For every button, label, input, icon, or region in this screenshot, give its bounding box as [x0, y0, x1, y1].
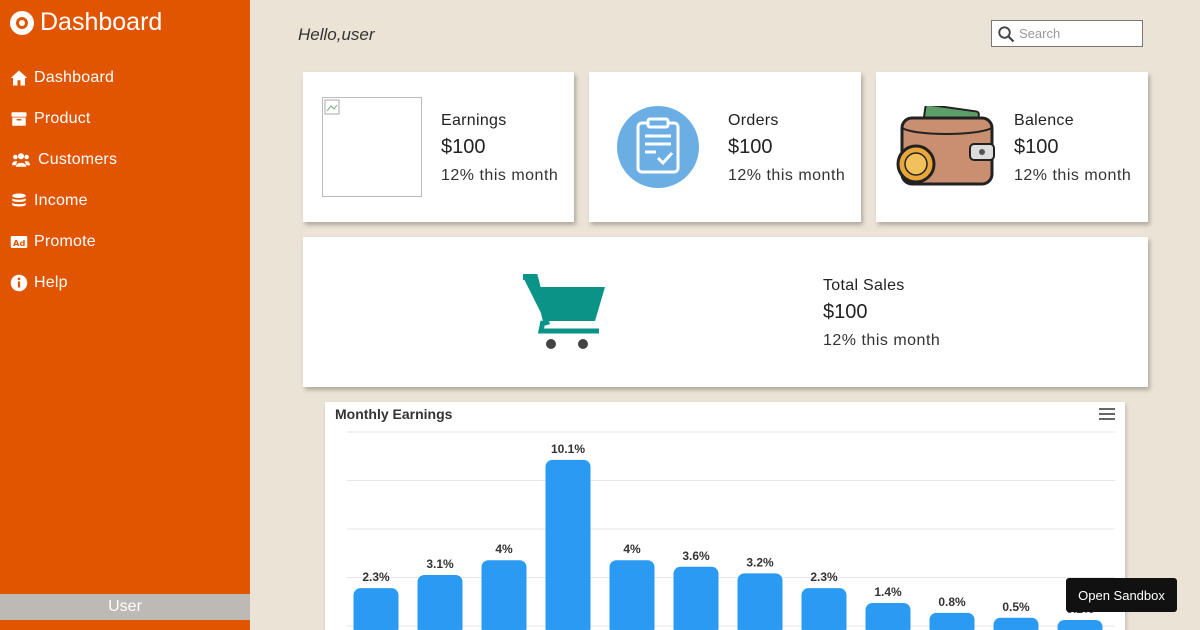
box-icon: [11, 111, 27, 126]
card-label: Earnings: [441, 112, 507, 129]
sidebar-item-customers[interactable]: Customers: [10, 139, 117, 180]
chart-title: Monthly Earnings: [335, 406, 453, 422]
sidebar-nav: Dashboard Product Customers Income Ad Pr…: [10, 57, 117, 303]
data-label: 10.1%: [551, 442, 585, 456]
user-bar[interactable]: User: [0, 594, 250, 620]
chart-bar[interactable]: [865, 602, 911, 630]
monthly-earnings-chart: 2.3% 3.1% 4% 10.1% 4% 3.6% 3.2% 2.3% 1.4% 0.8% 0.5…: [325, 402, 1125, 630]
sidebar-item-promote[interactable]: Ad Promote: [10, 221, 117, 262]
search-box[interactable]: [991, 20, 1143, 47]
card-sub: 12% this month: [728, 167, 846, 184]
card-info: Earnings $100 12% this month: [441, 112, 558, 185]
card-value: $100: [441, 136, 486, 158]
chart-bar[interactable]: [417, 575, 463, 630]
card-info: Orders $100 12% this month: [728, 112, 845, 185]
sidebar-item-label: Promote: [34, 232, 96, 250]
open-sandbox-button[interactable]: Open Sandbox: [1066, 578, 1177, 612]
sidebar-item-product[interactable]: Product: [10, 98, 117, 139]
cart-icon: [523, 274, 605, 349]
data-label: 0.5%: [1002, 600, 1030, 614]
card-sub: 12% this month: [1014, 167, 1132, 184]
data-label: 0.8%: [938, 595, 966, 609]
search-input[interactable]: [1019, 26, 1139, 41]
card-sub: 12% this month: [441, 167, 559, 184]
data-label: 3.2%: [746, 555, 774, 569]
chart-bar[interactable]: [353, 588, 399, 630]
chart-bar[interactable]: [673, 566, 719, 630]
chart-bar[interactable]: [929, 612, 975, 630]
card-label: Orders: [728, 112, 779, 129]
chart-bar[interactable]: [481, 560, 527, 630]
chart-plot: 2.3% 3.1% 4% 10.1% 4% 3.6% 3.2% 2.3% 1.4% 0.8% 0.5…: [347, 431, 1115, 630]
chart-bar[interactable]: [993, 617, 1039, 630]
card-info: Balence $100 12% this month: [1014, 112, 1131, 185]
orders-card: Orders $100 12% this month: [589, 72, 861, 222]
broken-image-icon: [322, 97, 422, 197]
sidebar-item-label: Help: [34, 273, 68, 291]
chart-bar[interactable]: [801, 588, 847, 630]
data-label: 1.4%: [874, 585, 902, 599]
card-sub: 12% this month: [823, 332, 941, 349]
data-label: 3.1%: [426, 557, 454, 571]
greeting: Hello,user: [298, 25, 375, 44]
balance-card: Balence $100 12% this month: [876, 72, 1148, 222]
data-label: 4%: [623, 542, 641, 556]
home-icon: [10, 70, 28, 85]
search-icon: [998, 25, 1015, 42]
total-sales-card: Total Sales $100 12% this month: [303, 237, 1148, 387]
earnings-card: Earnings $100 12% this month: [303, 72, 574, 222]
data-label: 2.3%: [810, 570, 838, 584]
chart-bar[interactable]: [1057, 620, 1103, 630]
chart-bar[interactable]: [737, 573, 783, 630]
card-value: $100: [728, 136, 773, 158]
info-icon: [10, 274, 28, 291]
sidebar-item-label: Dashboard: [34, 68, 115, 86]
card-label: Balence: [1014, 112, 1074, 129]
card-value: $100: [1014, 136, 1059, 158]
sidebar-item-dashboard[interactable]: Dashboard: [10, 57, 117, 98]
card-label: Total Sales: [823, 277, 905, 294]
coins-icon: [12, 193, 26, 206]
card-value: $100: [823, 301, 868, 323]
sidebar-item-help[interactable]: Help: [10, 262, 117, 303]
chart-menu-icon[interactable]: [1099, 408, 1115, 420]
brand-logo-icon: [10, 10, 34, 35]
ad-icon: Ad: [10, 235, 28, 248]
sidebar: Dashboard Dashboard Product Customers In…: [0, 0, 250, 630]
data-label: 2.3%: [362, 570, 390, 584]
data-label: 3.6%: [682, 549, 710, 563]
chart-bar[interactable]: [609, 560, 655, 630]
sidebar-item-income[interactable]: Income: [10, 180, 117, 221]
brand[interactable]: Dashboard: [10, 8, 162, 37]
sidebar-item-label: Product: [34, 109, 91, 127]
data-label: 4%: [495, 542, 513, 556]
svg-text:Ad: Ad: [13, 237, 26, 247]
wallet-icon: [896, 106, 995, 186]
sidebar-item-label: Income: [34, 191, 88, 209]
chart-bar[interactable]: [545, 459, 591, 630]
users-icon: [12, 152, 30, 167]
brand-title: Dashboard: [40, 8, 163, 36]
clipboard-check-icon: [617, 106, 699, 188]
sidebar-item-label: Customers: [38, 150, 118, 168]
card-info: Total Sales $100 12% this month: [823, 277, 940, 350]
